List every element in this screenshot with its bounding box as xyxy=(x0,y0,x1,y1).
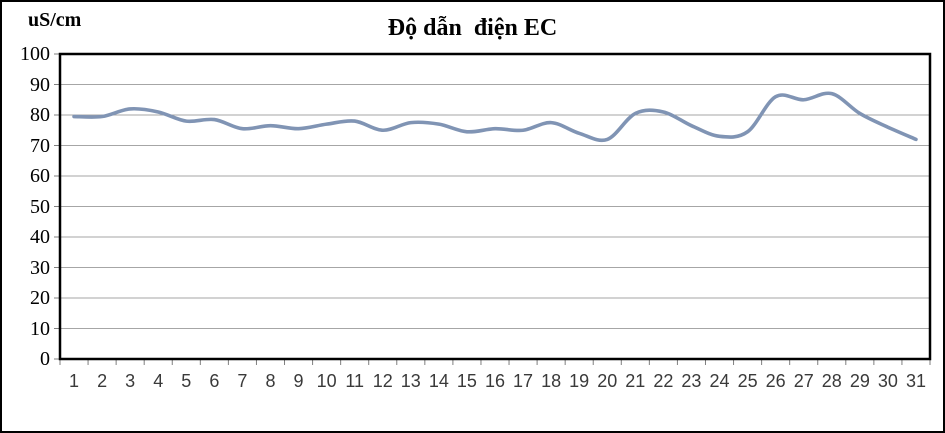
y-axis-unit-label: uS/cm xyxy=(28,9,82,31)
data-line-EC xyxy=(72,91,918,143)
plot-border xyxy=(58,52,932,361)
chart-title: Độ dẫn điện EC xyxy=(387,15,558,41)
